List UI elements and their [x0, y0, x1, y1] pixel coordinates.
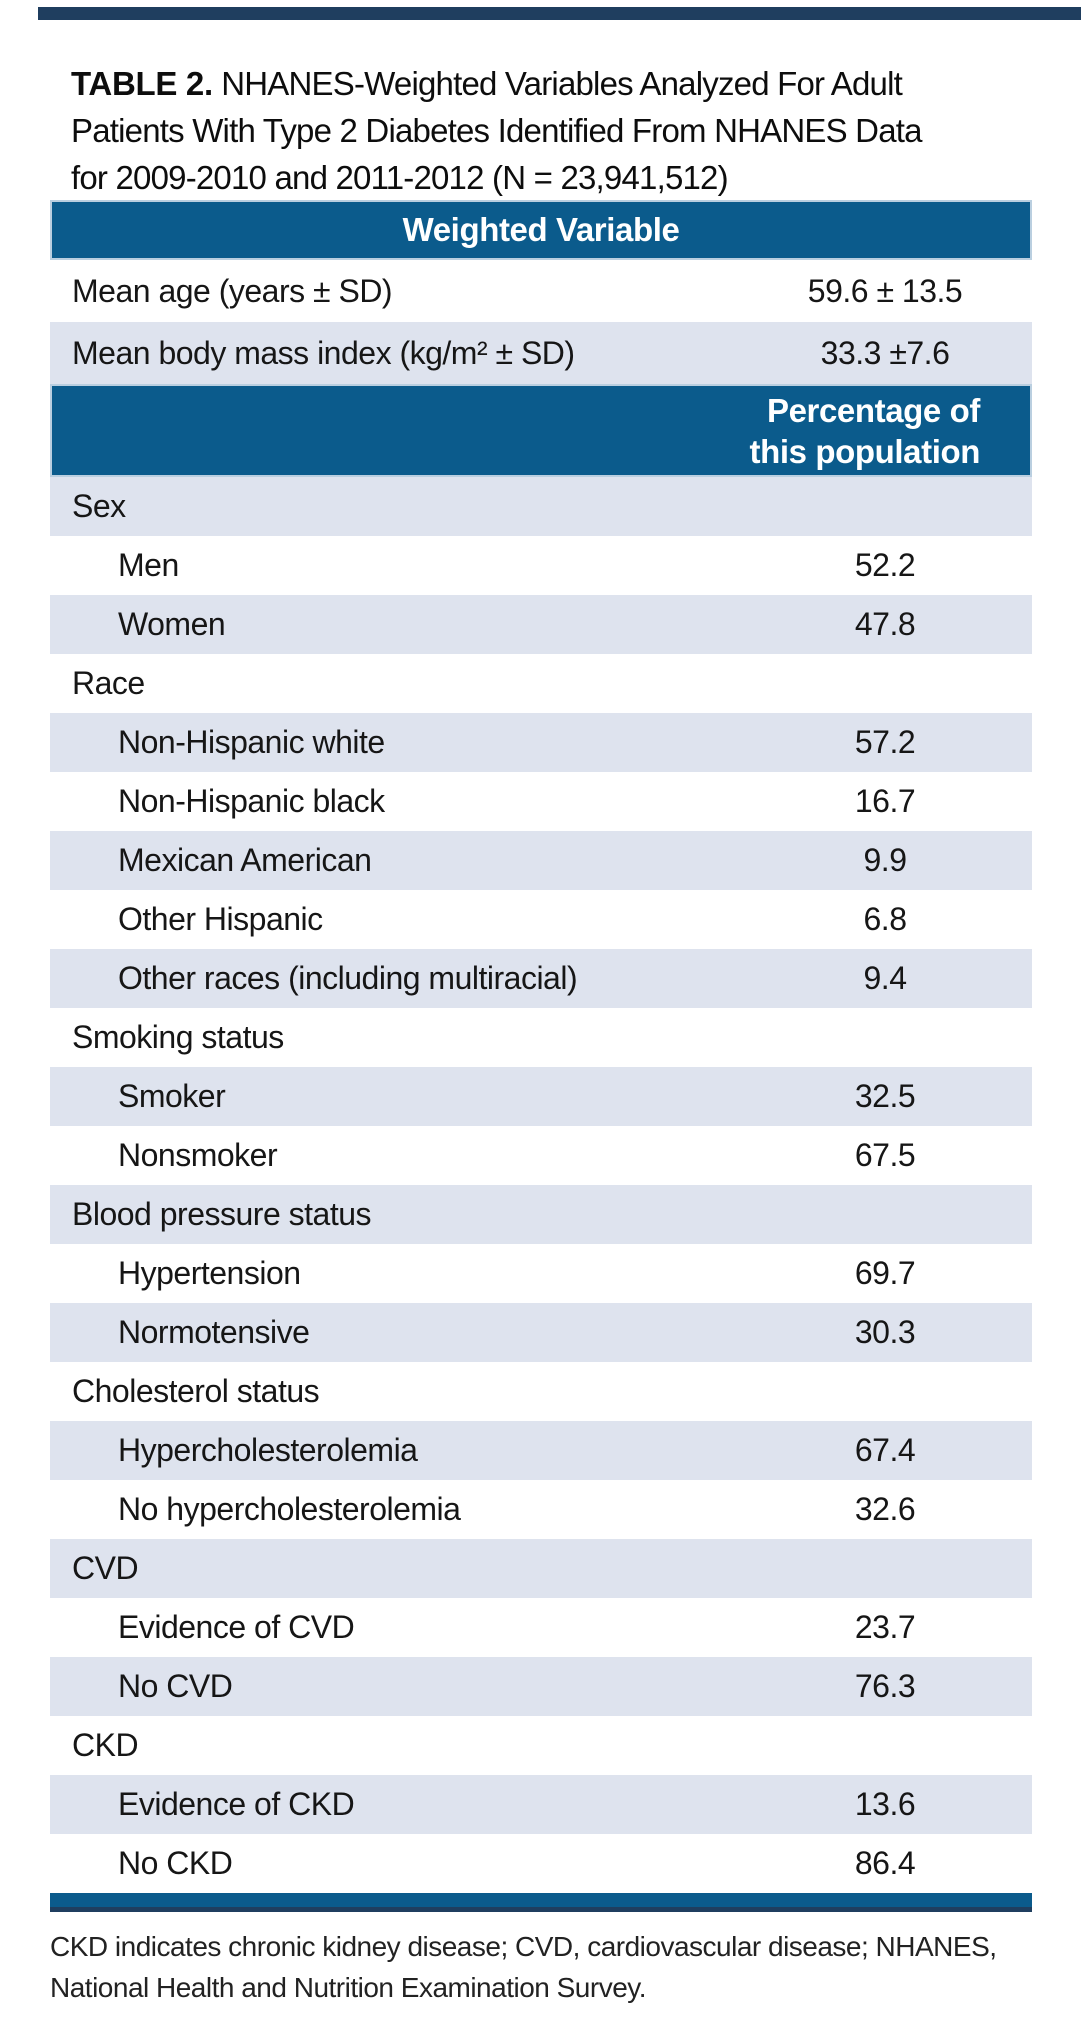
table-row: Normotensive 30.3 — [50, 1303, 1032, 1362]
table-row: Mean age (years ± SD) 59.6 ± 13.5 — [50, 260, 1032, 322]
row-label: No CVD — [118, 1668, 233, 1704]
data-rows: Sex Men 52.2 Women 47.8 Race Non-Hispanic whit… — [50, 477, 1032, 1893]
table-row: Evidence of CKD 13.6 — [50, 1775, 1032, 1834]
table-title-line-1: TABLE 2. NHANES-Weighted Variables Analy… — [71, 60, 1031, 107]
table-row: Smoking status — [50, 1008, 1032, 1067]
table-row: Hypercholesterolemia 67.4 — [50, 1421, 1032, 1480]
table-row: No CVD 76.3 — [50, 1657, 1032, 1716]
table-row: Blood pressure status — [50, 1185, 1032, 1244]
table-row: Non-Hispanic white 57.2 — [50, 713, 1032, 772]
summary-rows: Mean age (years ± SD) 59.6 ± 13.5 Mean bod… — [50, 260, 1032, 384]
table-number-label: TABLE 2. — [71, 65, 213, 102]
row-value: 76.3 — [854, 1668, 916, 1704]
row-label: Evidence of CKD — [118, 1786, 355, 1822]
row-label: No CKD — [118, 1845, 233, 1881]
row-value: 33.3 ±7.6 — [820, 334, 950, 371]
table-title-text-1: NHANES-Weighted Variables Analyzed For A… — [221, 65, 903, 102]
row-value: 57.2 — [854, 724, 916, 760]
row-value: 69.7 — [854, 1255, 916, 1291]
row-label: CKD — [72, 1727, 139, 1763]
row-value: 32.5 — [854, 1078, 916, 1114]
table-row: Men 52.2 — [50, 536, 1032, 595]
row-value: 16.7 — [854, 783, 916, 819]
table-row: Sex — [50, 477, 1032, 536]
table-row: CVD — [50, 1539, 1032, 1598]
percentage-header: Percentage of this population — [50, 384, 1032, 477]
table-row: Cholesterol status — [50, 1362, 1032, 1421]
row-value: 32.6 — [854, 1491, 916, 1527]
table-row: Mexican American 9.9 — [50, 831, 1032, 890]
weighted-variables-table: Weighted Variable Mean age (years ± SD) 5… — [50, 200, 1032, 2008]
row-value: 67.4 — [854, 1432, 916, 1468]
row-value: 23.7 — [854, 1609, 916, 1645]
table-row: Women 47.8 — [50, 595, 1032, 654]
row-label: Other races (including multiracial) — [118, 960, 578, 996]
row-label: Women — [118, 606, 226, 642]
top-rule — [38, 7, 1081, 20]
table-row: Race — [50, 654, 1032, 713]
row-value: 47.8 — [854, 606, 916, 642]
bottom-rule — [50, 1893, 1032, 1912]
row-label: Blood pressure status — [72, 1196, 372, 1232]
row-label: No hypercholesterolemia — [118, 1491, 461, 1527]
table-row: Evidence of CVD 23.7 — [50, 1598, 1032, 1657]
table-title-line-3: for 2009-2010 and 2011-2012 (N = 23,941,… — [71, 159, 729, 196]
footnote-line-2: National Health and Nutrition Examinatio… — [50, 1972, 646, 2003]
table-row: Nonsmoker 67.5 — [50, 1126, 1032, 1185]
table-row: No CKD 86.4 — [50, 1834, 1032, 1893]
row-value: 13.6 — [854, 1786, 916, 1822]
row-label: Men — [118, 547, 179, 583]
table-row: Non-Hispanic black 16.7 — [50, 772, 1032, 831]
row-label: Non-Hispanic black — [118, 783, 385, 819]
row-label: Smoker — [118, 1078, 226, 1114]
row-label: Cholesterol status — [72, 1373, 320, 1409]
row-label: Non-Hispanic white — [118, 724, 385, 760]
row-value: 86.4 — [854, 1845, 916, 1881]
row-value: 59.6 ± 13.5 — [807, 272, 963, 309]
row-label: Mean body mass index (kg/m² ± SD) — [72, 334, 575, 371]
table-row: CKD — [50, 1716, 1032, 1775]
percentage-header-line-2: this population — [749, 432, 981, 470]
row-label: Sex — [72, 488, 126, 524]
weighted-variable-header: Weighted Variable — [50, 200, 1032, 260]
row-value: 52.2 — [854, 547, 916, 583]
row-label: Smoking status — [72, 1019, 284, 1055]
row-value: 9.9 — [863, 842, 907, 878]
row-label: Normotensive — [118, 1314, 310, 1350]
table-row: No hypercholesterolemia 32.6 — [50, 1480, 1032, 1539]
row-label: Nonsmoker — [118, 1137, 278, 1173]
table-row: Mean body mass index (kg/m² ± SD) 33.3 ±7… — [50, 322, 1032, 384]
table-row: Other races (including multiracial) 9.4 — [50, 949, 1032, 1008]
table-row: Smoker 32.5 — [50, 1067, 1032, 1126]
row-value: 9.4 — [863, 960, 907, 996]
row-value: 6.8 — [863, 901, 907, 937]
row-value: 30.3 — [854, 1314, 916, 1350]
table-title: TABLE 2. NHANES-Weighted Variables Analy… — [71, 60, 1031, 201]
row-label: Race — [72, 665, 145, 701]
row-value: 67.5 — [854, 1137, 916, 1173]
row-label: Mean age (years ± SD) — [72, 272, 393, 309]
footnote-line-1: CKD indicates chronic kidney disease; CV… — [50, 1931, 997, 1962]
table-row: Other Hispanic 6.8 — [50, 890, 1032, 949]
row-label: Evidence of CVD — [118, 1609, 355, 1645]
footnote: CKD indicates chronic kidney disease; CV… — [50, 1926, 1032, 2008]
row-label: Other Hispanic — [118, 901, 323, 937]
row-label: Hypercholesterolemia — [118, 1432, 418, 1468]
table-title-line-2: Patients With Type 2 Diabetes Identified… — [71, 112, 922, 149]
row-label: Hypertension — [118, 1255, 301, 1291]
table-row: Hypertension 69.7 — [50, 1244, 1032, 1303]
row-label: CVD — [72, 1550, 139, 1586]
percentage-header-line-1: Percentage of — [766, 391, 980, 429]
row-label: Mexican American — [118, 842, 372, 878]
